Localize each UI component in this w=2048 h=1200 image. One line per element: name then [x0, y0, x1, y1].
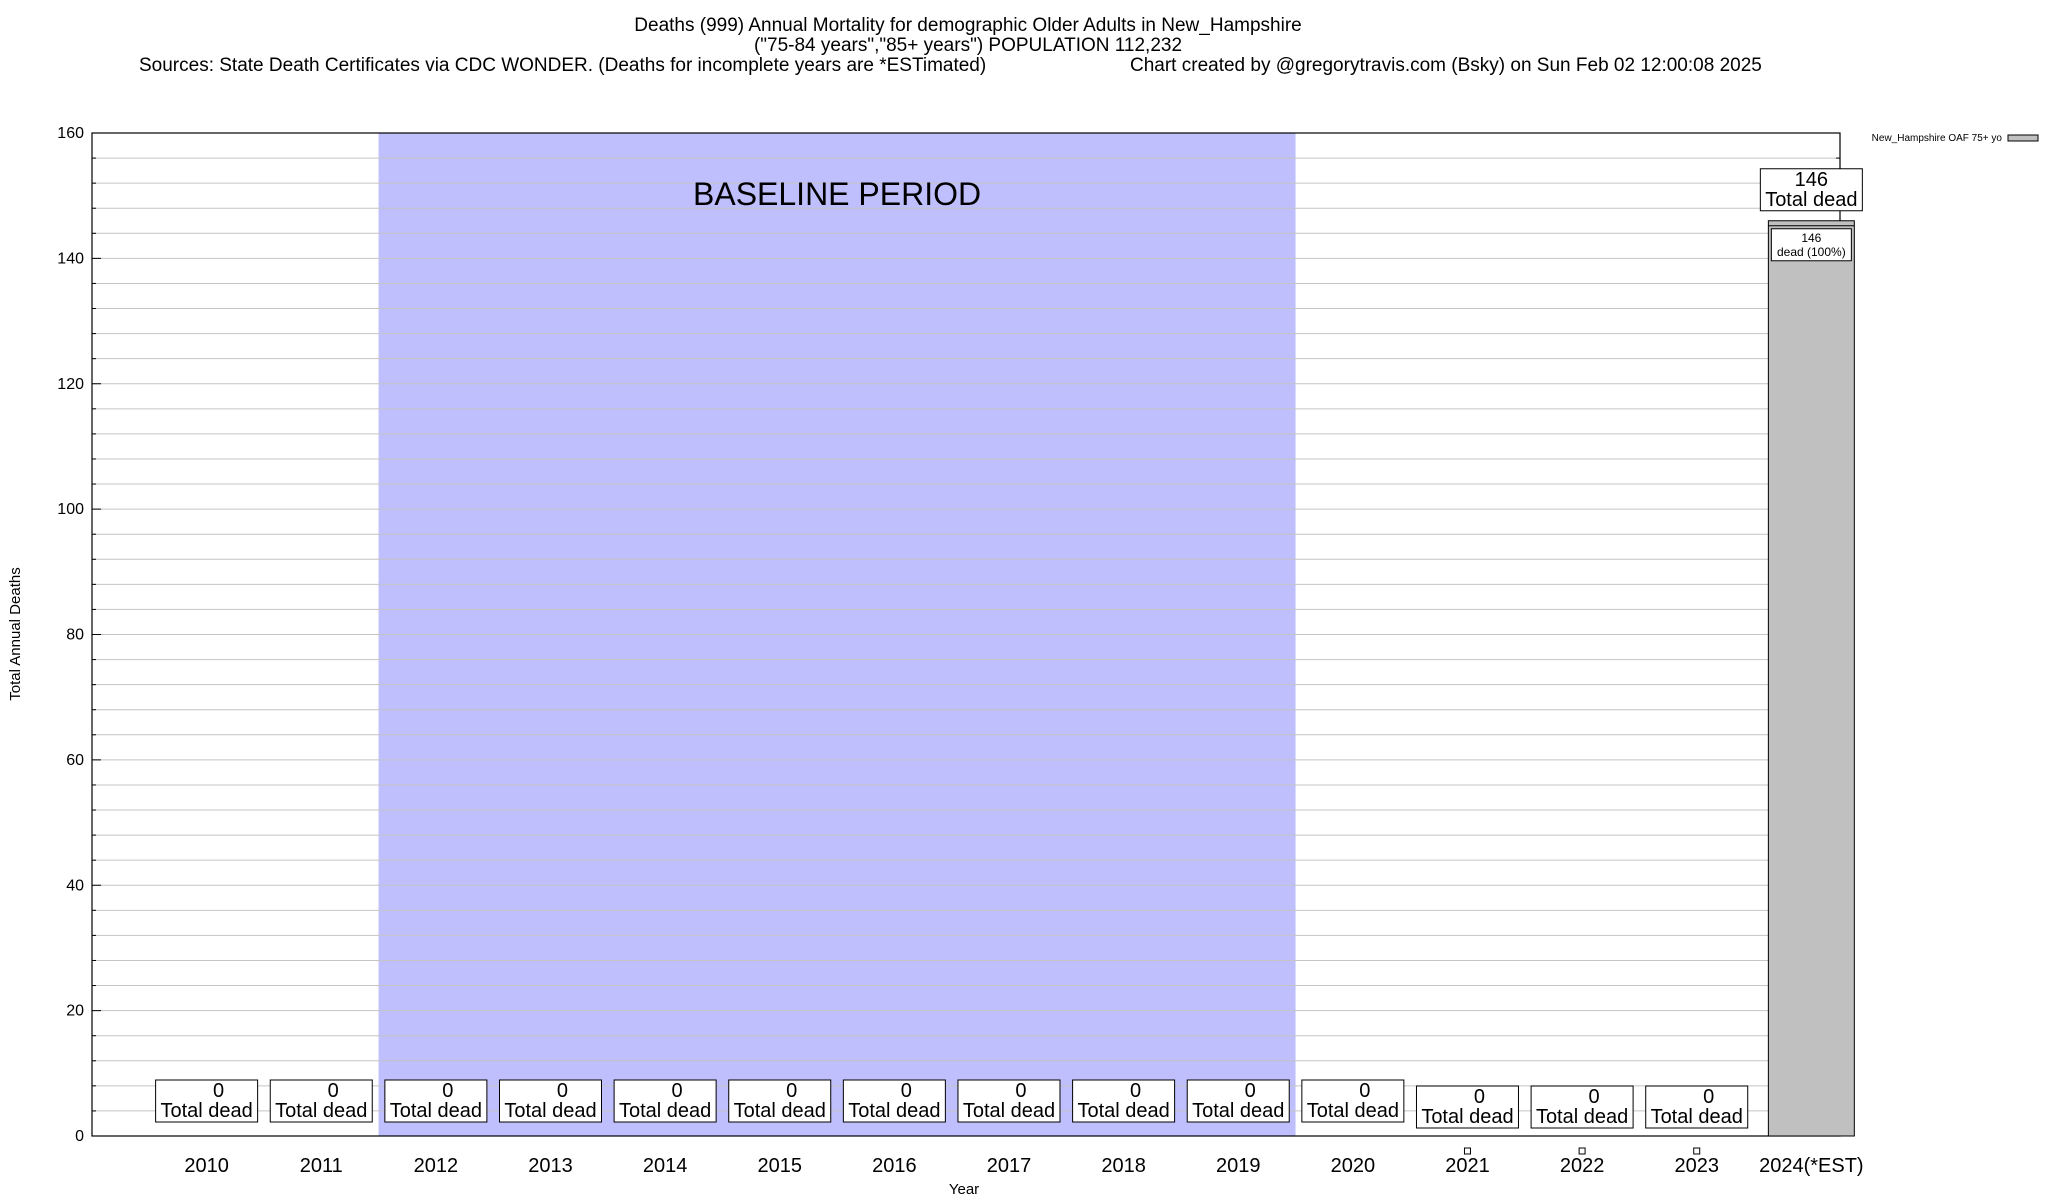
x-tick-label: 2021: [1445, 1155, 1490, 1177]
total-label-box: [1415, 1085, 1519, 1129]
small-marker: [1578, 1147, 1586, 1155]
small-marker: [1463, 1147, 1471, 1155]
total-label-box: [1645, 1085, 1749, 1129]
y-tick-label: 100: [57, 501, 84, 518]
total-label-text: Total dead: [848, 1100, 940, 1122]
x-tick-label: 2020: [1331, 1155, 1376, 1177]
total-label-text: Total dead: [1192, 1100, 1284, 1122]
y-tick-label: 120: [57, 376, 84, 393]
y-tick-label: 20: [66, 1003, 84, 1020]
x-tick-label: 2014: [643, 1155, 688, 1177]
total-label-value: 0: [1245, 1080, 1256, 1102]
total-label-box: [1186, 1079, 1290, 1123]
total-label-box: [1530, 1085, 1634, 1129]
total-label-box: [155, 1079, 259, 1123]
bar: [1767, 220, 1855, 1137]
total-label-text: Total dead: [1651, 1106, 1743, 1128]
x-tick-label: 2016: [872, 1155, 917, 1177]
legend: New_Hampshire OAF 75+ yo: [1872, 133, 2039, 144]
x-tick-label: 2018: [1101, 1155, 1146, 1177]
x-tick-label: 2023: [1674, 1155, 1719, 1177]
total-label-text: Total dead: [1536, 1106, 1628, 1128]
total-label-text: Total dead: [1307, 1100, 1399, 1122]
y-tick-label: 60: [66, 752, 84, 769]
bars: [1767, 220, 1855, 1137]
x-tick-label: 2012: [414, 1155, 459, 1177]
chart-subtitle: ("75-84 years","85+ years") POPULATION 1…: [754, 35, 1182, 56]
x-tick-label: 2024(*EST): [1759, 1155, 1864, 1177]
chart-credit: Chart created by @gregorytravis.com (Bsk…: [1130, 55, 1762, 76]
total-label-value: 0: [328, 1080, 339, 1102]
x-tick-label: 2022: [1560, 1155, 1605, 1177]
total-label-text: Total dead: [160, 1100, 252, 1122]
y-tick-label: 160: [57, 125, 84, 142]
x-axis-label: Year: [949, 1181, 979, 1198]
y-tick-label: 0: [75, 1128, 84, 1145]
total-label-text: Total dead: [734, 1100, 826, 1122]
total-label-box: [957, 1079, 1061, 1123]
y-tick-label: 40: [66, 877, 84, 894]
total-label-box: [842, 1079, 946, 1123]
x-tick-label: 2019: [1216, 1155, 1261, 1177]
small-marker: [1693, 1147, 1701, 1155]
total-label-text: Total dead: [275, 1100, 367, 1122]
x-tick-label: 2017: [987, 1155, 1032, 1177]
baseline-period-label: BASELINE PERIOD: [693, 176, 981, 212]
segment-label-box: [1770, 228, 1852, 262]
chart-sources: Sources: State Death Certificates via CD…: [139, 55, 986, 76]
total-label-value: 0: [1703, 1086, 1714, 1108]
total-label-box: [728, 1079, 832, 1123]
chart-title: Deaths (999) Annual Mortality for demogr…: [634, 15, 1301, 36]
total-label-box: [1301, 1079, 1405, 1123]
total-label-text: Total dead: [1421, 1106, 1513, 1128]
total-label-text: Total dead: [390, 1100, 482, 1122]
total-label-value: 0: [1130, 1080, 1141, 1102]
total-label-text: Total dead: [1765, 189, 1857, 211]
total-label-value: 0: [1589, 1086, 1600, 1108]
total-label-value: 0: [213, 1080, 224, 1102]
legend-swatch: [2007, 134, 2039, 142]
total-label-value: 0: [901, 1080, 912, 1102]
total-label-text: Total dead: [1077, 1100, 1169, 1122]
total-label-box: [269, 1079, 373, 1123]
total-label-box: [1759, 168, 1863, 212]
total-label-text: Total dead: [504, 1100, 596, 1122]
total-label-value: 0: [786, 1080, 797, 1102]
total-label-box: [384, 1079, 488, 1123]
grid-lines: [92, 157, 1840, 1112]
total-label-value: 0: [442, 1080, 453, 1102]
x-tick-label: 2013: [528, 1155, 573, 1177]
total-label-value: 0: [1474, 1086, 1485, 1108]
y-tick-label: 140: [57, 250, 84, 267]
total-label-text: Total dead: [619, 1100, 711, 1122]
x-tick-label: 2011: [300, 1155, 343, 1177]
total-label-box: [1072, 1079, 1176, 1123]
x-tick-label: 2015: [757, 1155, 802, 1177]
total-label-value: 0: [1015, 1080, 1026, 1102]
y-axis-label: Total Annual Deaths: [7, 567, 24, 700]
x-tick-label: 2010: [184, 1155, 229, 1177]
total-label-box: [613, 1079, 717, 1123]
total-label-box: [498, 1079, 602, 1123]
x-axis: 2010 2011 2012 2013 2014 2015 2016 2017 2018 2019…: [184, 1155, 1863, 1177]
total-label-text: Total dead: [963, 1100, 1055, 1122]
total-label-value: 146: [1795, 169, 1828, 191]
total-label-value: 0: [1359, 1080, 1370, 1102]
total-label-value: 0: [672, 1080, 683, 1102]
segment-label-text: dead (100%): [1777, 245, 1846, 259]
y-tick-label: 80: [66, 627, 84, 644]
total-label-value: 0: [557, 1080, 568, 1102]
segment-label-value: 146: [1801, 231, 1821, 245]
legend-label: New_Hampshire OAF 75+ yo: [1872, 133, 2003, 144]
y-axis: 0 20 40 60 80 100 120 140 160: [57, 125, 1840, 1145]
